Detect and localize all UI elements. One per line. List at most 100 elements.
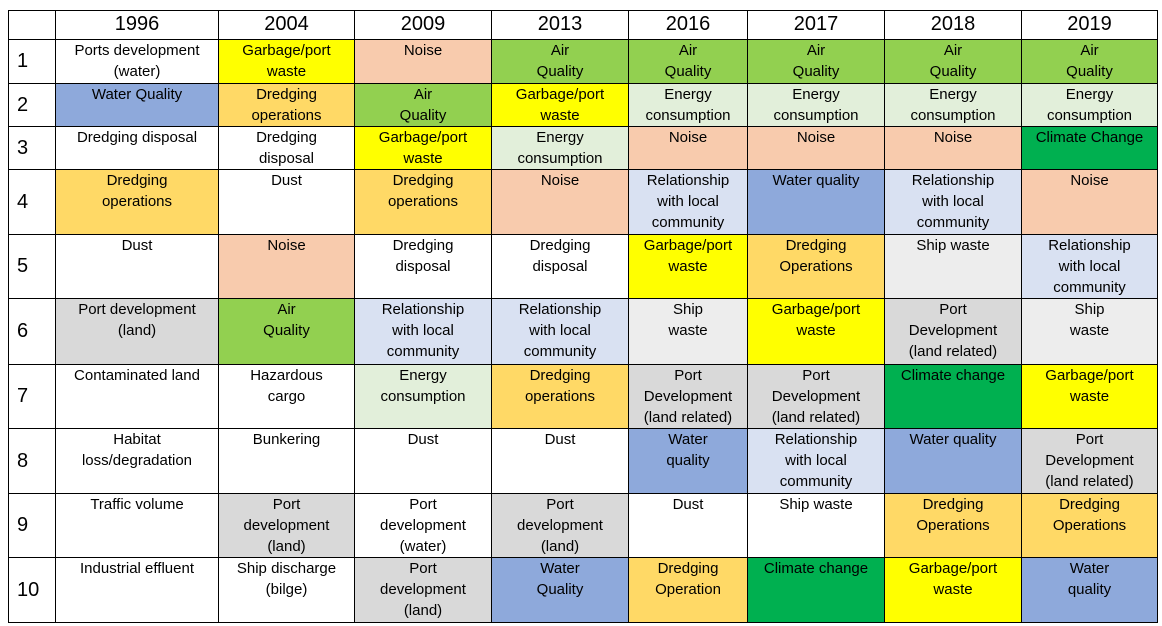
issue-cell: Energy consumption <box>747 83 885 127</box>
issue-cell: Dredging operations <box>354 169 492 235</box>
issue-cell: Port Development (land related) <box>884 298 1022 365</box>
table-row: 6 Port development (land) Air Quality Relat… <box>8 298 1158 365</box>
issue-cell: Energy consumption <box>1021 83 1158 127</box>
issue-cell: Relationship with local community <box>491 298 629 365</box>
issue-cell: Ship discharge (bilge) <box>218 557 355 623</box>
issue-cell: Ship waste <box>747 493 885 558</box>
issue-cell: Noise <box>884 126 1022 170</box>
issue-cell: Noise <box>354 39 492 84</box>
issue-cell: Water quality <box>628 428 748 494</box>
issue-cell: Dust <box>628 493 748 558</box>
table-row: 4 Dredging operations Dust Dredging operati… <box>8 169 1158 235</box>
issue-cell: Noise <box>491 169 629 235</box>
issue-cell: Energy consumption <box>491 126 629 170</box>
issue-cell: Noise <box>218 234 355 299</box>
issue-cell: Air Quality <box>354 83 492 127</box>
issue-cell: Noise <box>747 126 885 170</box>
issue-cell: Hazardous cargo <box>218 364 355 429</box>
table-row: 10 Industrial effluent Ship discharge (bil… <box>8 557 1158 623</box>
rank-cell: 8 <box>8 428 56 494</box>
issue-cell: Dredging disposal <box>218 126 355 170</box>
issue-cell: Port development (land) <box>218 493 355 558</box>
issue-cell: Energy consumption <box>884 83 1022 127</box>
issue-cell: Dredging operations <box>218 83 355 127</box>
issue-cell: Port Development (land related) <box>747 364 885 429</box>
issue-cell: Water Quality <box>491 557 629 623</box>
rank-cell: 3 <box>8 126 56 170</box>
issue-cell: Energy consumption <box>628 83 748 127</box>
issue-cell: Dust <box>218 169 355 235</box>
year-header: 2018 <box>884 10 1022 40</box>
issue-cell: Dredging operations <box>491 364 629 429</box>
issue-cell: Relationship with local community <box>747 428 885 494</box>
issue-cell: Ship waste <box>1021 298 1158 365</box>
issue-cell: Dredging Operation <box>628 557 748 623</box>
issue-cell: Bunkering <box>218 428 355 494</box>
issue-cell: Relationship with local community <box>884 169 1022 235</box>
issue-cell: Dredging operations <box>55 169 219 235</box>
issue-cell: Ports development (water) <box>55 39 219 84</box>
issue-cell: Ship waste <box>884 234 1022 299</box>
year-header: 2016 <box>628 10 748 40</box>
issue-cell: Air Quality <box>491 39 629 84</box>
issue-cell: Relationship with local community <box>354 298 492 365</box>
issue-cell: Air Quality <box>218 298 355 365</box>
issue-cell: Dredging disposal <box>354 234 492 299</box>
rank-cell: 9 <box>8 493 56 558</box>
issue-cell: Contaminated land <box>55 364 219 429</box>
issue-cell: Garbage/port waste <box>628 234 748 299</box>
issue-cell: Habitat loss/degradation <box>55 428 219 494</box>
issue-cell: Noise <box>1021 169 1158 235</box>
rank-cell: 6 <box>8 298 56 365</box>
issue-cell: Traffic volume <box>55 493 219 558</box>
issue-cell: Dredging Operations <box>747 234 885 299</box>
year-header: 2013 <box>491 10 629 40</box>
year-header: 2004 <box>218 10 355 40</box>
year-header: 1996 <box>55 10 219 40</box>
issue-cell: Port Development (land related) <box>628 364 748 429</box>
issue-cell: Dredging Operations <box>1021 493 1158 558</box>
issue-cell: Garbage/port waste <box>747 298 885 365</box>
corner-cell <box>8 10 56 40</box>
year-header: 2019 <box>1021 10 1158 40</box>
issue-cell: Air Quality <box>1021 39 1158 84</box>
rank-cell: 10 <box>8 557 56 623</box>
issues-ranking-table: 1996 2004 2009 2013 2016 2017 2018 2019 1 Ports … <box>8 10 1158 623</box>
rank-cell: 5 <box>8 234 56 299</box>
year-header: 2017 <box>747 10 885 40</box>
issue-cell: Garbage/port waste <box>218 39 355 84</box>
issue-cell: Dust <box>55 234 219 299</box>
issue-cell: Port development (land) <box>491 493 629 558</box>
issue-cell: Relationship with local community <box>1021 234 1158 299</box>
issue-cell: Air Quality <box>884 39 1022 84</box>
table-row: 9 Traffic volume Port development (land) Po… <box>8 493 1158 558</box>
issue-cell: Garbage/port waste <box>354 126 492 170</box>
issue-cell: Noise <box>628 126 748 170</box>
table-row: 2 Water Quality Dredging operations Air Qua… <box>8 83 1158 127</box>
issue-cell: Dredging disposal <box>55 126 219 170</box>
issue-cell: Relationship with local community <box>628 169 748 235</box>
issue-cell: Water quality <box>747 169 885 235</box>
rank-cell: 1 <box>8 39 56 84</box>
issue-cell: Dredging Operations <box>884 493 1022 558</box>
issue-cell: Port development (land) <box>55 298 219 365</box>
issue-cell: Air Quality <box>747 39 885 84</box>
issue-cell: Garbage/port waste <box>1021 364 1158 429</box>
issue-cell: Climate Change <box>1021 126 1158 170</box>
rank-cell: 7 <box>8 364 56 429</box>
table-row: 5 Dust Noise Dredging disposal Dredging disp… <box>8 234 1158 299</box>
issue-cell: Dust <box>491 428 629 494</box>
issue-cell: Garbage/port waste <box>491 83 629 127</box>
issue-cell: Climate change <box>884 364 1022 429</box>
rank-cell: 4 <box>8 169 56 235</box>
issue-cell: Dredging disposal <box>491 234 629 299</box>
rank-cell: 2 <box>8 83 56 127</box>
issue-cell: Port development (land) <box>354 557 492 623</box>
issue-cell: Water quality <box>1021 557 1158 623</box>
issue-cell: Port development (water) <box>354 493 492 558</box>
table-row: 8 Habitat loss/degradation Bunkering Dust Du… <box>8 428 1158 494</box>
header-row: 1996 2004 2009 2013 2016 2017 2018 2019 <box>8 10 1158 40</box>
issue-cell: Port Development (land related) <box>1021 428 1158 494</box>
year-header: 2009 <box>354 10 492 40</box>
table-row: 3 Dredging disposal Dredging disposal Garba… <box>8 126 1158 170</box>
